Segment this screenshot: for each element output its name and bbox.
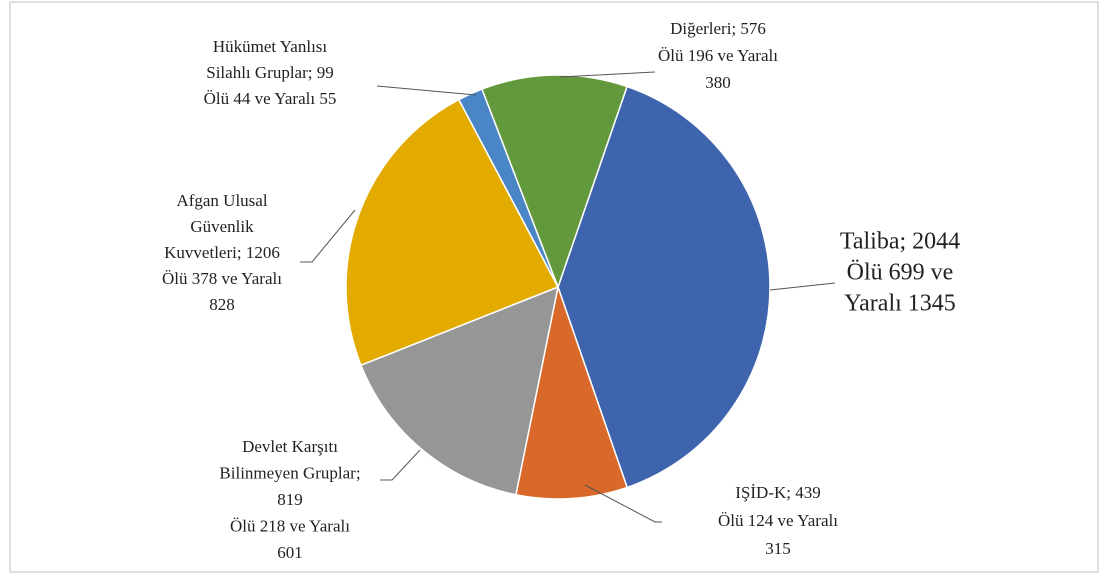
leader-line: [559, 71, 656, 78]
data-label: Ölü 218 ve Yaralı: [230, 516, 350, 535]
data-label: 828: [209, 295, 235, 314]
pie-slice: [345, 98, 560, 367]
data-label: Silahlı Gruplar; 99: [206, 63, 333, 82]
data-label: Ölü 378 ve Yaralı: [162, 269, 282, 288]
leader-line: [380, 449, 421, 481]
pie-slice: [557, 85, 771, 489]
leader-line: [584, 484, 662, 523]
data-label: Diğerleri; 576: [670, 19, 766, 38]
data-label: Yaralı 1345: [844, 291, 956, 317]
leader-line: [300, 209, 356, 263]
data-label: 601: [277, 543, 303, 562]
data-label: Ölü 124 ve Yaralı: [718, 511, 838, 530]
data-label: Kuvvetleri; 1206: [164, 243, 280, 262]
data-label: 819: [277, 490, 303, 509]
data-label: Hükümet Yanlısı: [213, 37, 328, 56]
pie-slice: [481, 74, 628, 290]
data-label: Afgan Ulusal: [176, 191, 267, 210]
data-label: IŞİD-K; 439: [735, 483, 820, 502]
data-label: 315: [765, 539, 791, 558]
data-label: Ölü 44 ve Yaralı 55: [204, 89, 337, 108]
data-label: Taliba; 2044: [840, 229, 960, 255]
data-label: Ölü 699 ve: [847, 260, 954, 286]
leader-line: [376, 85, 477, 96]
data-label: 380: [705, 73, 731, 92]
data-label: Devlet Karşıtı: [242, 437, 338, 456]
leader-line: [769, 282, 836, 291]
data-label: Bilinmeyen Gruplar;: [219, 463, 360, 482]
data-label: Ölü 196 ve Yaralı: [658, 46, 778, 65]
pie-slice: [359, 285, 560, 496]
data-label: Güvenlik: [190, 217, 254, 236]
pie-slice: [514, 284, 629, 500]
